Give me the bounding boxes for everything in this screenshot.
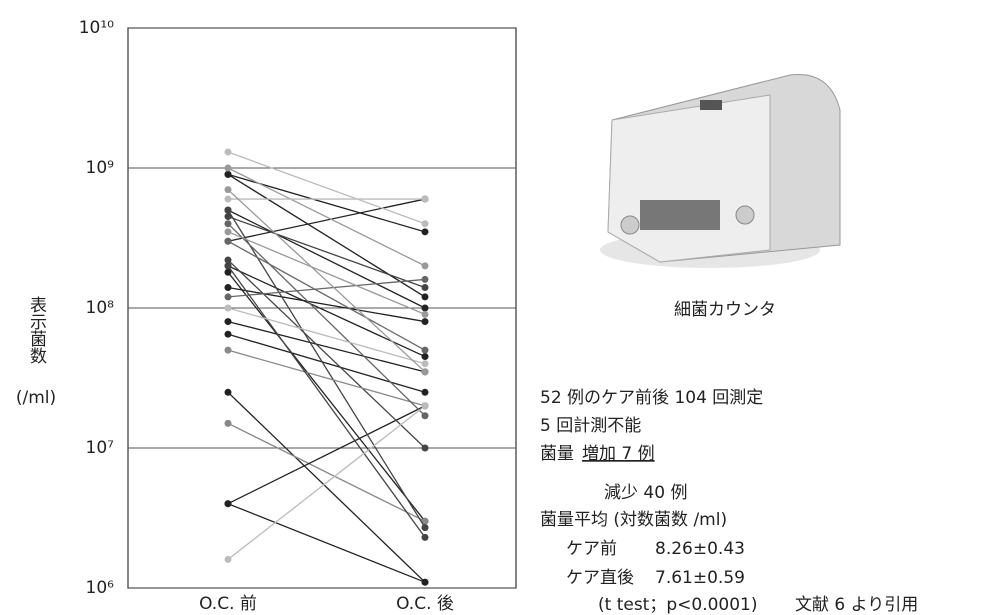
note: 8.26±0.43 xyxy=(655,539,745,559)
point xyxy=(225,238,232,245)
point xyxy=(422,353,429,360)
point xyxy=(422,445,429,452)
point xyxy=(225,331,232,338)
point xyxy=(225,262,232,269)
pair-line xyxy=(228,266,425,538)
pair-line xyxy=(228,210,425,308)
y-tick-label: 10⁸ xyxy=(86,298,115,318)
point xyxy=(422,389,429,396)
note: 減少 40 例 xyxy=(604,483,687,503)
y-axis-unit: (/ml) xyxy=(16,388,56,408)
point xyxy=(225,389,232,396)
pair-line xyxy=(228,174,425,297)
point xyxy=(422,402,429,409)
pair-line xyxy=(228,232,425,315)
note: 52 例のケア前後 104 回測定 xyxy=(540,388,763,408)
point xyxy=(225,186,232,193)
note: 増加 7 例 xyxy=(582,444,655,464)
y-tick-label: 10⁹ xyxy=(86,158,115,178)
point xyxy=(422,284,429,291)
point xyxy=(422,228,429,235)
point xyxy=(225,220,232,227)
point xyxy=(422,534,429,541)
pair-line xyxy=(228,322,425,372)
note: 5 回計測不能 xyxy=(540,416,641,436)
x-tick-label: O.C. 後 xyxy=(396,594,454,614)
point xyxy=(422,318,429,325)
device-photo xyxy=(600,74,840,268)
point xyxy=(422,276,429,283)
point xyxy=(422,347,429,354)
point xyxy=(225,500,232,507)
pair-line xyxy=(228,199,425,241)
note: ケア前 xyxy=(566,539,617,559)
point xyxy=(225,171,232,178)
pair-line xyxy=(228,406,425,560)
point xyxy=(422,220,429,227)
point xyxy=(422,305,429,312)
point xyxy=(225,196,232,203)
point xyxy=(422,368,429,375)
point xyxy=(225,284,232,291)
point xyxy=(422,360,429,367)
y-tick-label: 10⁶ xyxy=(86,578,115,598)
point xyxy=(225,347,232,354)
point xyxy=(422,311,429,318)
point xyxy=(225,305,232,312)
y-axis-label: 表示菌数 xyxy=(26,296,47,364)
chart: 表示菌数 (/ml) 細菌カウンタ 52 例のケア前後 104 回測定 5 回計… xyxy=(0,0,987,615)
pair-line xyxy=(228,241,425,350)
point xyxy=(225,228,232,235)
point xyxy=(422,196,429,203)
pair-line xyxy=(228,504,425,582)
note: 文献 6 より引用 xyxy=(795,595,918,615)
point xyxy=(225,420,232,427)
point xyxy=(422,524,429,531)
note: 菌量平均 (対数菌数 /ml) xyxy=(540,510,727,530)
point xyxy=(422,412,429,419)
point xyxy=(225,165,232,172)
x-tick-label: O.C. 前 xyxy=(199,594,257,614)
note: 菌量 xyxy=(540,444,574,464)
point xyxy=(225,318,232,325)
point xyxy=(422,293,429,300)
pair-line xyxy=(228,423,425,521)
point xyxy=(225,556,232,563)
note: ケア直後 xyxy=(566,568,634,588)
point xyxy=(225,293,232,300)
y-tick-label: 10¹⁰ xyxy=(79,18,114,38)
pair-line xyxy=(228,152,425,224)
y-tick-label: 10⁷ xyxy=(86,438,115,458)
photo-caption: 細菌カウンタ xyxy=(674,300,776,320)
note: 7.61±0.59 xyxy=(655,568,745,588)
note: (t test；p<0.0001) xyxy=(598,595,758,615)
pair-line xyxy=(228,272,425,521)
point xyxy=(422,579,429,586)
point xyxy=(225,207,232,214)
point xyxy=(225,149,232,156)
point xyxy=(422,262,429,269)
